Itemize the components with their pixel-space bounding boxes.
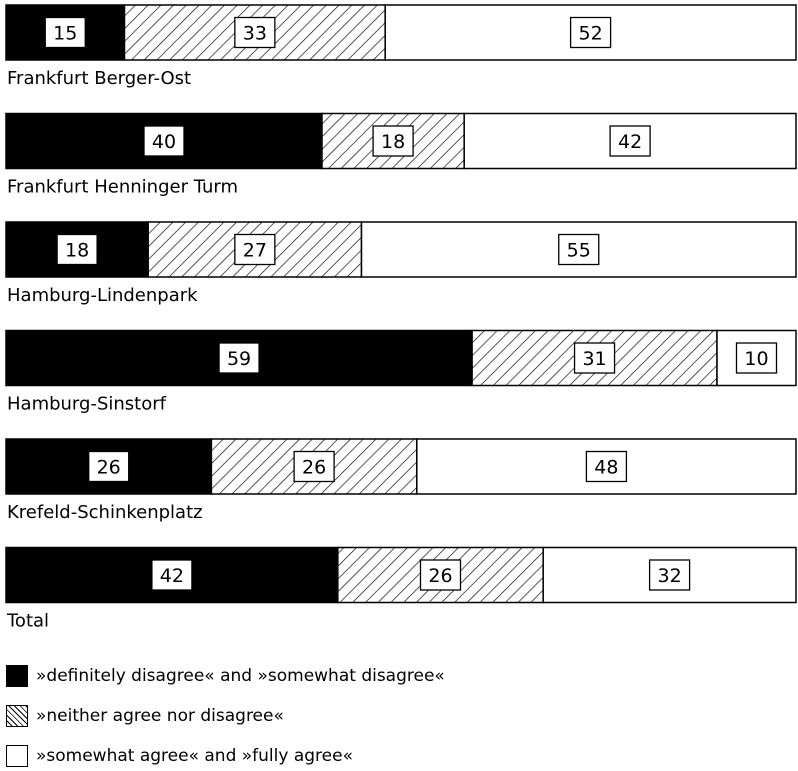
value-label: 15 — [53, 23, 77, 45]
value-label: 42 — [618, 131, 642, 153]
value-label: 42 — [160, 565, 184, 587]
value-label: 55 — [567, 240, 591, 262]
value-label: 40 — [152, 131, 176, 153]
value-label: 26 — [428, 565, 452, 587]
legend-item-agree: »somewhat agree« and »fully agree« — [6, 743, 786, 769]
value-label: 33 — [243, 23, 267, 45]
value-label-box — [735, 342, 778, 374]
legend-label: »definitely disagree« and »somewhat disa… — [36, 666, 445, 686]
category-label: Hamburg-Sinstorf — [7, 394, 167, 415]
value-label-box — [372, 125, 414, 157]
value-label-box — [609, 125, 651, 157]
category-label: Hamburg-Lindenpark — [7, 285, 198, 306]
value-label-box — [56, 233, 98, 266]
value-label-box — [151, 559, 193, 591]
value-label: 18 — [65, 240, 89, 262]
value-label-box — [585, 450, 628, 483]
category-label: Frankfurt Berger-Ost — [7, 68, 191, 89]
value-label: 59 — [227, 348, 251, 370]
value-label-box — [293, 450, 335, 483]
value-label: 31 — [582, 348, 606, 370]
value-label: 48 — [594, 457, 618, 479]
value-label: 10 — [744, 348, 768, 370]
legend-swatch-white — [6, 745, 28, 767]
value-label: 26 — [302, 457, 326, 479]
value-label: 52 — [579, 23, 603, 45]
value-label-box — [573, 342, 616, 374]
value-label-box — [88, 450, 130, 483]
value-label-box — [234, 16, 276, 49]
value-label-box — [234, 233, 276, 266]
value-label-box — [648, 559, 691, 591]
value-label: 18 — [381, 131, 405, 153]
legend-swatch-solid — [6, 665, 28, 687]
value-label-box — [569, 16, 612, 49]
value-label-box — [218, 342, 260, 374]
legend-label: »neither agree nor disagree« — [36, 706, 284, 726]
category-label: Krefeld-Schinkenplatz — [7, 502, 203, 523]
legend-label: »somewhat agree« and »fully agree« — [36, 746, 353, 766]
value-label: 32 — [658, 565, 682, 587]
value-label-box — [419, 559, 462, 591]
legend-item-neutral: »neither agree nor disagree« — [6, 703, 786, 729]
stacked-bar-chart: 15 33 52 Frankfurt Berger-Ost 40 18 42 Frankfur… — [5, 4, 797, 632]
value-label: 26 — [97, 457, 121, 479]
legend-swatch-hatched — [6, 705, 28, 727]
category-label: Frankfurt Henninger Turm — [7, 177, 238, 198]
value-label-box — [143, 125, 185, 157]
legend-item-disagree: »definitely disagree« and »somewhat disa… — [6, 663, 786, 689]
category-label: Total — [6, 611, 49, 632]
value-label: 27 — [243, 240, 267, 262]
value-label-box — [558, 233, 600, 266]
value-label-box — [44, 16, 86, 49]
